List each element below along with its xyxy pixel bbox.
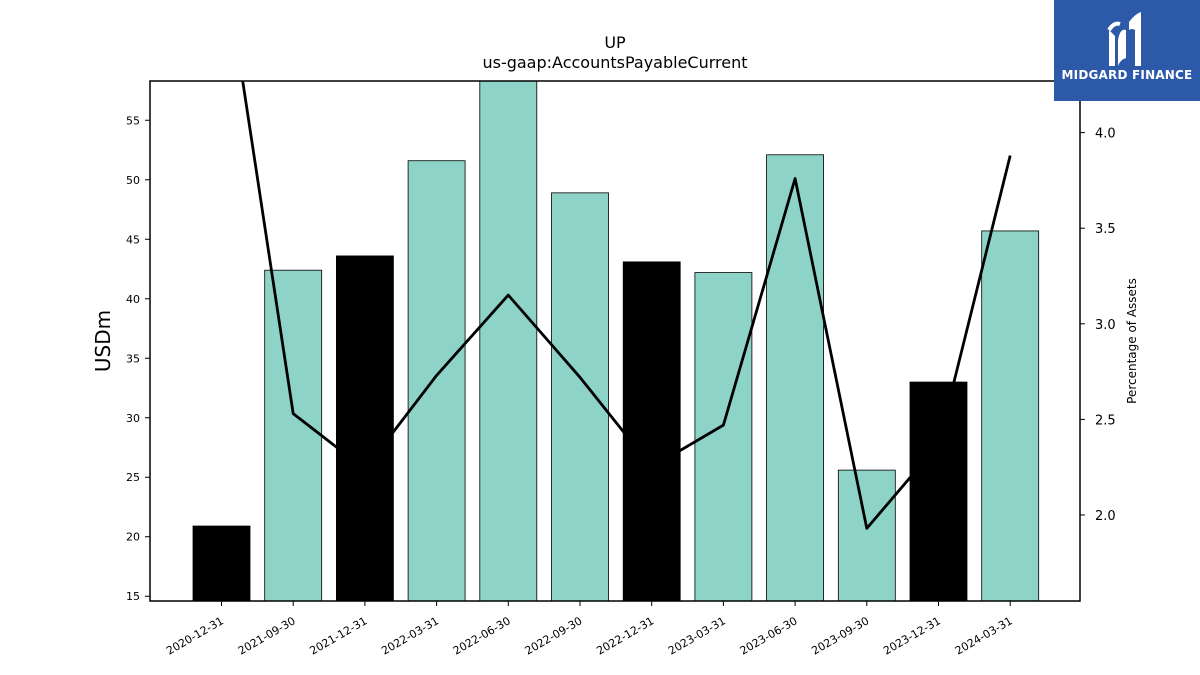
x-tick-label: 2022-09-30 <box>523 614 585 657</box>
bar-2023-06-30 <box>766 154 824 601</box>
y-axis-label: USDm <box>91 310 115 372</box>
y-tick-label: 15 <box>126 590 140 603</box>
chart-title: UP <box>604 33 626 52</box>
x-tick-label: 2023-06-30 <box>738 614 800 657</box>
bar-2024-03-31 <box>981 230 1040 601</box>
bar-series <box>192 81 1040 601</box>
y2-tick-label: 3.0 <box>1095 318 1116 333</box>
bar-2022-06-30 <box>479 81 538 601</box>
x-tick-label: 2023-12-31 <box>881 614 943 657</box>
x-tick-label: 2024-03-31 <box>953 614 1015 657</box>
x-tick-label: 2023-03-31 <box>666 614 728 657</box>
x-axis: 2020-12-31 2021-09-30 2021-12-31 2022-03-31… <box>164 601 1015 658</box>
x-tick-label: 2022-12-31 <box>594 614 656 657</box>
bar-2022-03-31 <box>407 160 466 601</box>
x-tick-label: 2020-12-31 <box>164 614 226 657</box>
y-tick-label: 50 <box>126 174 140 187</box>
bar-2023-09-30 <box>837 469 896 601</box>
x-tick-label: 2021-09-30 <box>236 614 298 657</box>
y-tick-label: 55 <box>126 114 140 127</box>
y-tick-label: 35 <box>126 352 140 365</box>
chart-subtitle: us-gaap:AccountsPayableCurrent <box>482 53 747 72</box>
y2-tick-label: 2.0 <box>1095 509 1116 524</box>
bar-2022-12-31 <box>622 261 681 601</box>
y-tick-label: 45 <box>126 233 140 246</box>
y2-axis-label: Percentage of Assets <box>1125 278 1139 404</box>
y2-tick-label: 4.0 <box>1095 127 1116 142</box>
y-tick-label: 40 <box>126 293 140 306</box>
bar-2020-12-31 <box>192 525 251 601</box>
midgard-finance-logo-icon <box>1107 12 1141 66</box>
bar-2022-09-30 <box>551 192 609 601</box>
brand-name: MIDGARD FINANCE <box>1061 68 1193 82</box>
x-tick-label: 2021-12-31 <box>308 614 370 657</box>
y-tick-label: 30 <box>126 412 140 425</box>
x-tick-label: 2022-03-31 <box>379 614 441 657</box>
x-tick-label: 2023-09-30 <box>809 614 871 657</box>
plot-frame <box>149 80 1081 602</box>
percentage-of-assets-line <box>241 81 1012 530</box>
y-tick-label: 25 <box>126 471 140 484</box>
right-y-axis: 2.0 2.5 3.0 3.5 4.0 <box>1080 127 1116 524</box>
y2-tick-label: 2.5 <box>1095 413 1116 428</box>
bar-2021-09-30 <box>264 269 323 601</box>
left-y-axis: 15 20 25 30 35 40 45 50 55 <box>126 114 150 603</box>
bar-2023-12-31 <box>909 381 968 601</box>
brand-logo: MIDGARD FINANCE <box>1054 0 1200 101</box>
y-tick-label: 20 <box>126 531 140 544</box>
percentage-line-series <box>241 81 1012 530</box>
y2-tick-label: 3.5 <box>1095 222 1116 237</box>
bar-2021-12-31 <box>335 255 394 601</box>
x-tick-label: 2022-06-30 <box>451 614 513 657</box>
